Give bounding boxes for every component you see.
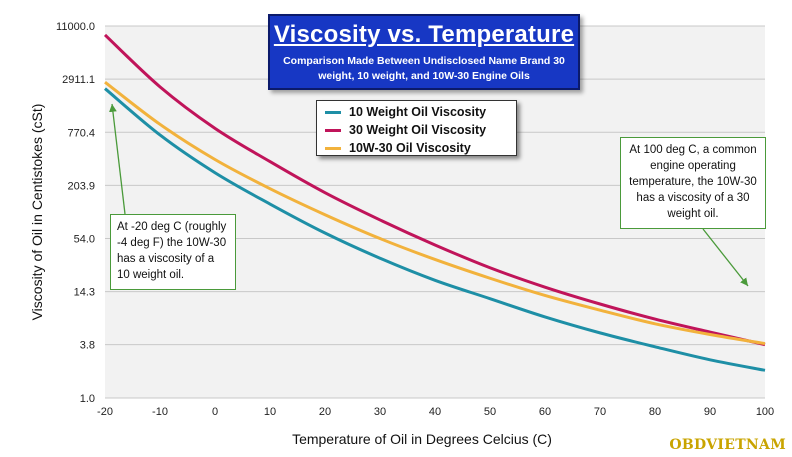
watermark: OBDVIETNAM (669, 437, 786, 453)
chart-legend: 10 Weight Oil Viscosity 30 Weight Oil Vis… (316, 100, 517, 156)
x-tick-label: -10 (152, 406, 168, 418)
left-annotation-note: At -20 deg C (roughly -4 deg F) the 10W-… (110, 214, 236, 290)
y-tick-label: 3.8 (80, 340, 95, 352)
x-tick-label: 20 (319, 406, 331, 418)
series-line-0 (104, 87, 766, 372)
legend-swatch (325, 146, 341, 150)
y-axis-title: Viscosity of Oil in Centistokes (cSt) (29, 104, 45, 321)
right-annotation-note: At 100 deg C, a common engine operating … (620, 137, 766, 229)
x-tick-label: 40 (429, 406, 441, 418)
x-tick-label: -20 (97, 406, 113, 418)
x-axis-ticks: -20 -10 0 10 20 30 40 50 60 70 80 90 100 (97, 406, 774, 418)
legend-label: 10W-30 Oil Viscosity (349, 141, 471, 155)
legend-item: 30 Weight Oil Viscosity (317, 121, 516, 139)
legend-swatch (325, 128, 341, 132)
legend-swatch (325, 110, 341, 114)
left-annotation-arrow (109, 103, 126, 215)
x-tick-label: 90 (704, 406, 716, 418)
x-tick-label: 70 (594, 406, 606, 418)
chart-title: Viscosity vs. Temperature (273, 21, 575, 48)
x-tick-label: 30 (374, 406, 386, 418)
y-tick-label: 11000.0 (56, 21, 95, 33)
y-tick-label: 770.4 (67, 127, 95, 139)
series-lines (103, 33, 766, 372)
series-line-1 (103, 33, 766, 347)
y-tick-label: 54.0 (74, 234, 95, 246)
y-tick-label: 2911.1 (62, 74, 95, 86)
x-tick-label: 10 (264, 406, 276, 418)
right-annotation-arrow (702, 228, 749, 287)
legend-label: 30 Weight Oil Viscosity (349, 123, 487, 137)
y-tick-label: 14.3 (74, 287, 95, 299)
annotation-arrows (109, 103, 749, 287)
legend-item: 10W-30 Oil Viscosity (317, 139, 516, 157)
x-tick-label: 60 (539, 406, 551, 418)
x-tick-label: 50 (484, 406, 496, 418)
x-tick-label: 100 (756, 406, 774, 418)
y-tick-label: 203.9 (67, 180, 95, 192)
chart-subtitle: Comparison Made Between Undisclosed Name… (283, 55, 565, 82)
chart-title-box: Viscosity vs. Temperature Comparison Mad… (268, 14, 580, 90)
legend-item: 10 Weight Oil Viscosity (317, 103, 516, 121)
x-axis-title: Temperature of Oil in Degrees Celcius (C… (292, 431, 552, 447)
series-line-2 (104, 80, 766, 346)
y-axis-ticks: 1.0 3.8 14.3 54.0 203.9 770.4 2911.1 11000.0 (56, 21, 95, 405)
x-tick-label: 80 (649, 406, 661, 418)
y-tick-label: 1.0 (80, 393, 95, 405)
legend-label: 10 Weight Oil Viscosity (349, 105, 487, 119)
x-tick-label: 0 (212, 406, 218, 418)
